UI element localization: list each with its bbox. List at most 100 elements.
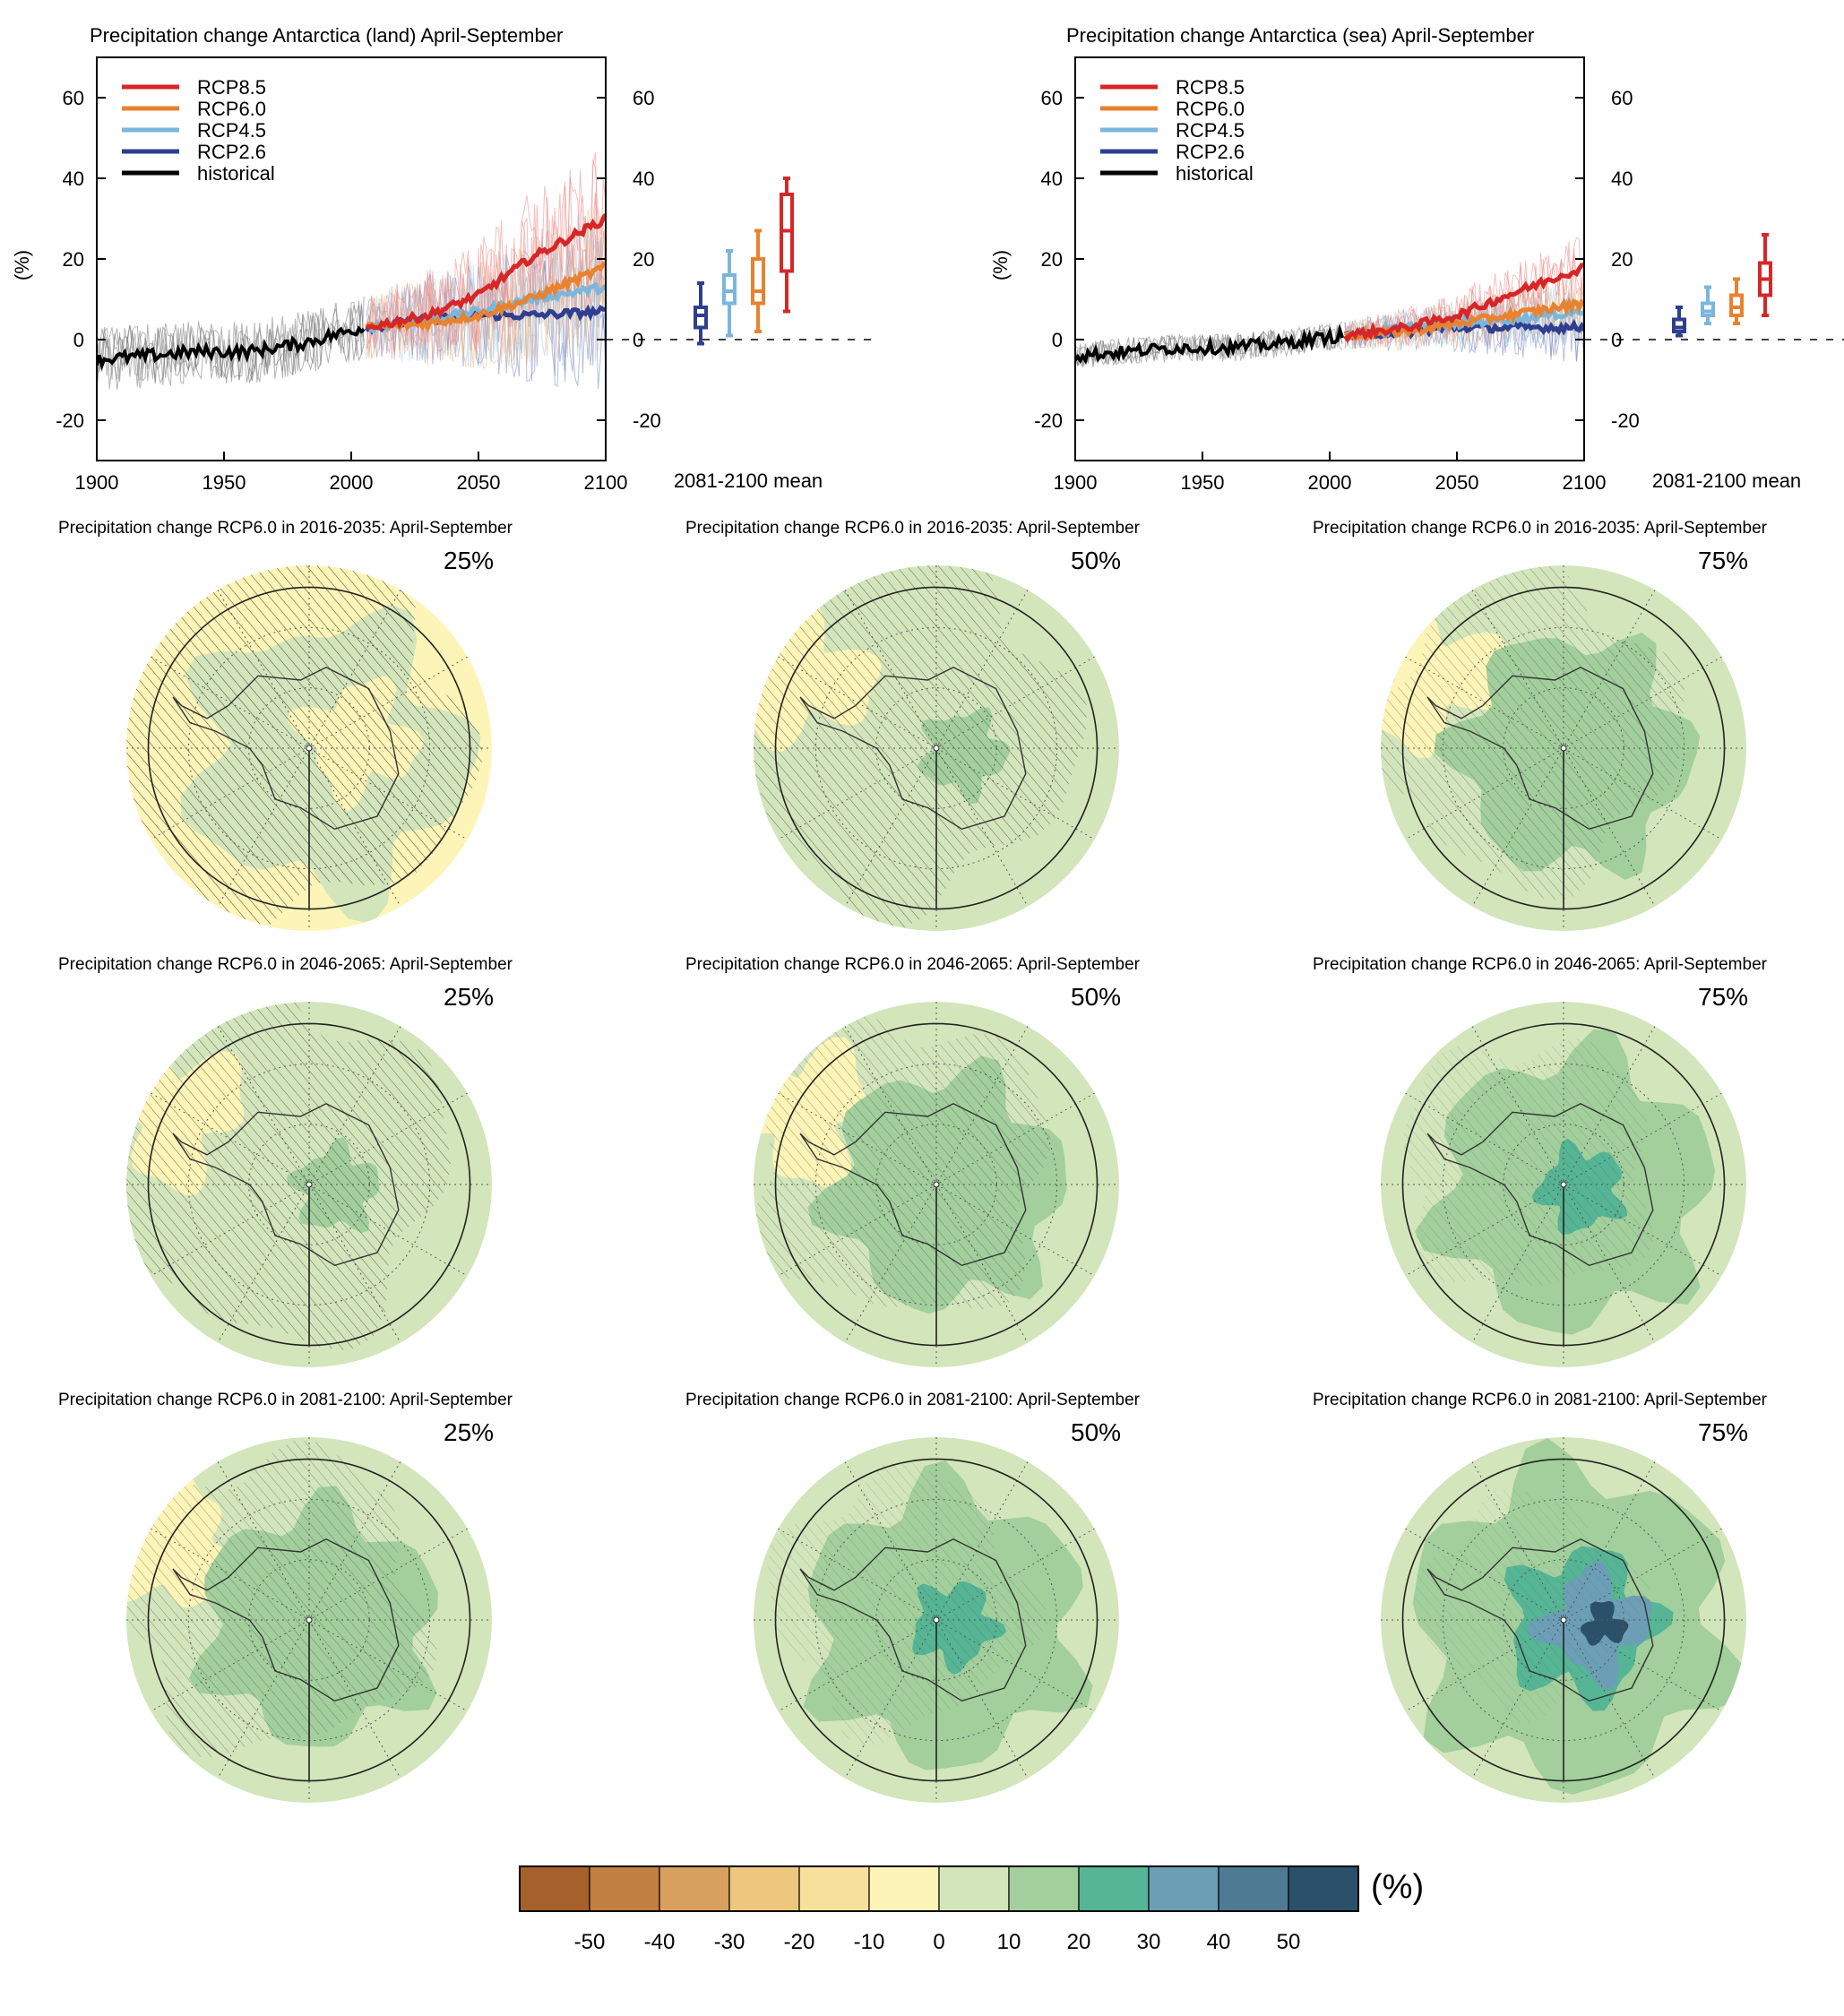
map-title: Precipitation change RCP6.0 in 2016-2035… [58, 519, 513, 538]
map-panel: Precipitation change RCP6.0 in 2016-2035… [1313, 519, 1768, 931]
map-panel: Precipitation change RCP6.0 in 2016-2035… [58, 519, 513, 931]
colorbar-swatch [1078, 1865, 1150, 1912]
land-boxplot [606, 177, 871, 346]
map-title: Precipitation change RCP6.0 in 2016-2035… [1313, 519, 1768, 538]
land-xtick-label: 2000 [330, 471, 374, 494]
colorbar: -50 -40 -30 -20 -10 0 10 20 30 40 50 [519, 1865, 1359, 1954]
sea-xtick-label: 2000 [1308, 471, 1352, 494]
map-pole-marker [306, 1181, 313, 1188]
land-xtick-label: 2100 [584, 471, 628, 494]
sea-ytick-label-right: 40 [1611, 168, 1633, 190]
land-ytick-label-right: -20 [633, 409, 661, 432]
land-ytick-label-left: 60 [63, 87, 84, 109]
map-title: Precipitation change RCP6.0 in 2046-2065… [685, 955, 1141, 974]
map-percentile: 50% [1071, 983, 1121, 1011]
colorbar-swatch [728, 1865, 800, 1912]
colorbar-tick-label: -10 [854, 1930, 885, 1954]
land-box-rcp45 [722, 249, 737, 338]
sea-ytick-label-left: 40 [1041, 168, 1063, 190]
sea-title: Precipitation change Antarctica (sea) Ap… [1066, 24, 1534, 47]
map-percentile: 50% [1071, 1418, 1121, 1446]
sea-xtick-label: 2100 [1563, 471, 1607, 494]
colorbar-tick-label: -40 [644, 1930, 676, 1954]
land-ytick-label-right: 20 [633, 248, 654, 271]
colorbar-unit: (%) [1371, 1868, 1424, 1906]
map-pole-marker [933, 745, 940, 752]
land-legend-label: RCP8.5 [197, 76, 266, 99]
map-field [126, 1437, 492, 1803]
map-pole-marker [306, 745, 313, 752]
map-field [1381, 565, 1746, 931]
sea-series-lines [1075, 262, 1584, 365]
sea-ytick-label-left: -20 [1034, 409, 1063, 432]
map-hatching [767, 1460, 1049, 1746]
colorbar-swatch [1008, 1865, 1080, 1912]
map-percentile: 75% [1698, 547, 1748, 574]
map-hatching [1381, 565, 1685, 901]
land-spread-historical [97, 305, 365, 387]
map-title: Precipitation change RCP6.0 in 2081-2100… [1313, 1391, 1768, 1409]
map-coastline [799, 667, 1027, 831]
sea-box-rcp60 [1729, 277, 1744, 325]
map-panel: Precipitation change RCP6.0 in 2046-2065… [1313, 955, 1768, 1367]
map-field [126, 565, 492, 931]
sea-ytick-label-right: -20 [1611, 409, 1640, 432]
colorbar-tick-label: 50 [1277, 1930, 1301, 1954]
land-line-historical [97, 325, 366, 371]
colorbar-swatch [519, 1865, 590, 1912]
map-field [1381, 1002, 1746, 1367]
land-ylabel: (%) [11, 250, 33, 280]
map-hatching [754, 1010, 1052, 1310]
land-ytick-label-right: 60 [633, 87, 654, 109]
sea-xtick-label: 2050 [1435, 471, 1479, 494]
land-boxplot-label: 2081-2100 mean [674, 470, 823, 492]
sea-line-historical [1075, 323, 1345, 365]
sea-box-rcp85 [1758, 233, 1772, 317]
map-coastline [799, 1538, 1027, 1702]
land-box-rcp85 [780, 177, 794, 314]
sea-box-rcp45 [1701, 285, 1715, 325]
land-ytick-label-left: 20 [63, 248, 84, 271]
land-ytick-label-left: -20 [56, 409, 84, 432]
map-coastline [172, 1538, 400, 1702]
sea-xtick-label: 1900 [1054, 471, 1098, 494]
map-panel: Precipitation change RCP6.0 in 2081-2100… [1313, 1391, 1768, 1803]
land-legend-label: RCP2.6 [197, 141, 266, 163]
sea-xtick-label: 1950 [1181, 471, 1225, 494]
map-percentile: 75% [1698, 983, 1748, 1011]
sea-legend-label: RCP2.6 [1176, 141, 1245, 163]
map-percentile: 25% [444, 983, 494, 1011]
map-hatching [126, 1440, 437, 1759]
sea-x-axis: 1900 1950 2000 2050 2100 [1054, 452, 1607, 494]
land-xtick-label: 1900 [75, 471, 119, 494]
map-title: Precipitation change RCP6.0 in 2016-2035… [685, 519, 1141, 538]
map-panel: Precipitation change RCP6.0 in 2046-2065… [685, 955, 1141, 1367]
map-hatching [126, 1002, 452, 1351]
sea-legend-label: RCP4.5 [1176, 119, 1245, 142]
land-legend-label: RCP4.5 [197, 119, 266, 142]
land-ytick-label-left: 40 [63, 168, 84, 190]
land-series-lines [97, 213, 606, 371]
sea-boxplot-label: 2081-2100 mean [1652, 470, 1801, 492]
map-panel: Precipitation change RCP6.0 in 2046-2065… [58, 955, 513, 1367]
colorbar-swatch [938, 1865, 1010, 1912]
map-pole-marker [1560, 1181, 1567, 1188]
land-line-rcp60 [365, 261, 606, 332]
land-timeseries-panel: Precipitation change Antarctica (land) A… [11, 24, 871, 494]
colorbar-tick-label: 10 [997, 1930, 1021, 1954]
map-hatching [126, 565, 484, 931]
map-coastline [1426, 1538, 1654, 1702]
map-panel: Precipitation change RCP6.0 in 2081-2100… [58, 1391, 513, 1803]
map-coastline [172, 667, 400, 831]
colorbar-swatch [1288, 1865, 1359, 1912]
map-title: Precipitation change RCP6.0 in 2046-2065… [58, 955, 513, 974]
colorbar-tick-label: 40 [1207, 1930, 1231, 1954]
map-hatching [1403, 1038, 1654, 1286]
map-percentile: 25% [444, 1418, 494, 1446]
sea-ytick-label-left: 0 [1052, 329, 1063, 351]
map-field [754, 1437, 1119, 1803]
map-pole-marker [933, 1181, 940, 1188]
land-xtick-label: 2050 [457, 471, 501, 494]
land-line-rcp85 [365, 213, 606, 332]
map-percentile: 25% [444, 547, 494, 574]
